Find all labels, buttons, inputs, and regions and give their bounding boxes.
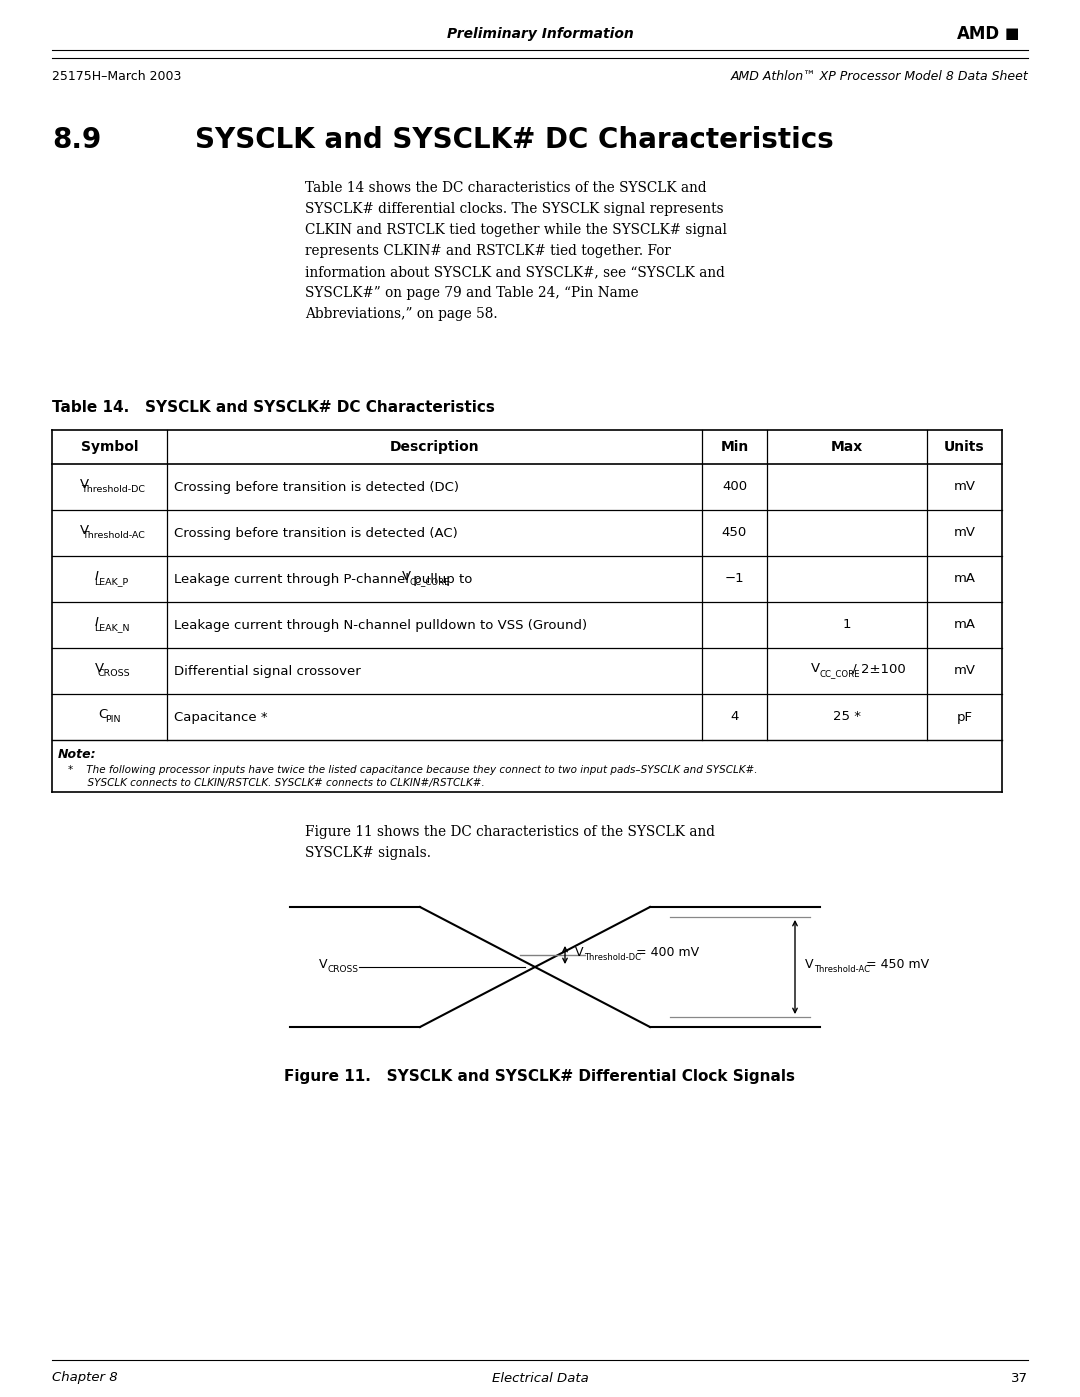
Text: CC_CORE: CC_CORE	[410, 577, 450, 587]
Text: 25 *: 25 *	[833, 711, 861, 724]
Text: AMD Athlon™ XP Processor Model 8 Data Sheet: AMD Athlon™ XP Processor Model 8 Data Sh…	[730, 70, 1028, 82]
Text: Threshold-DC: Threshold-DC	[584, 954, 642, 963]
Text: = 450 mV: = 450 mV	[866, 957, 929, 971]
Text: Threshold-AC: Threshold-AC	[82, 531, 145, 541]
Text: LEAK_P: LEAK_P	[94, 577, 129, 587]
Text: Figure 11 shows the DC characteristics of the SYSCLK and: Figure 11 shows the DC characteristics o…	[305, 826, 715, 840]
Text: Units: Units	[944, 440, 985, 454]
Text: mV: mV	[954, 665, 975, 678]
Text: V: V	[402, 570, 411, 584]
Text: pF: pF	[957, 711, 972, 724]
Text: V: V	[80, 478, 89, 490]
Text: *    The following processor inputs have twice the listed capacitance because th: * The following processor inputs have tw…	[68, 766, 757, 775]
Text: Threshold-DC: Threshold-DC	[81, 486, 146, 495]
Text: mA: mA	[954, 619, 975, 631]
Text: C: C	[98, 707, 108, 721]
Text: V: V	[80, 524, 89, 536]
Text: AMD: AMD	[957, 25, 1000, 43]
Text: CROSS: CROSS	[97, 669, 130, 679]
Text: SYSCLK connects to CLKIN/RSTCLK. SYSCLK# connects to CLKIN#/RSTCLK#.: SYSCLK connects to CLKIN/RSTCLK. SYSCLK#…	[68, 778, 485, 788]
Text: represents CLKIN# and RSTCLK# tied together. For: represents CLKIN# and RSTCLK# tied toget…	[305, 244, 671, 258]
Text: Threshold-AC: Threshold-AC	[814, 965, 870, 975]
Text: mV: mV	[954, 527, 975, 539]
Text: V: V	[811, 662, 820, 676]
Text: Min: Min	[720, 440, 748, 454]
Text: I: I	[95, 570, 99, 583]
Text: Electrical Data: Electrical Data	[491, 1372, 589, 1384]
Text: V: V	[805, 957, 813, 971]
Text: Leakage current through P-channel pullup to: Leakage current through P-channel pullup…	[174, 573, 476, 585]
Text: = 400 mV: = 400 mV	[636, 946, 699, 958]
Text: SYSCLK# differential clocks. The SYSCLK signal represents: SYSCLK# differential clocks. The SYSCLK …	[305, 203, 724, 217]
Text: ■: ■	[1005, 27, 1020, 42]
Text: SYSCLK#” on page 79 and Table 24, “Pin Name: SYSCLK#” on page 79 and Table 24, “Pin N…	[305, 286, 638, 300]
Text: Note:: Note:	[58, 747, 96, 760]
Text: Capacitance *: Capacitance *	[174, 711, 268, 724]
Text: Crossing before transition is detected (AC): Crossing before transition is detected (…	[174, 527, 458, 539]
Text: mA: mA	[954, 573, 975, 585]
Text: Figure 11.   SYSCLK and SYSCLK# Differential Clock Signals: Figure 11. SYSCLK and SYSCLK# Differenti…	[284, 1070, 796, 1084]
Text: LEAK_N: LEAK_N	[94, 623, 130, 633]
Text: Table 14 shows the DC characteristics of the SYSCLK and: Table 14 shows the DC characteristics of…	[305, 182, 706, 196]
Text: Table 14.   SYSCLK and SYSCLK# DC Characteristics: Table 14. SYSCLK and SYSCLK# DC Characte…	[52, 401, 495, 415]
Text: 1: 1	[842, 619, 851, 631]
Text: 37: 37	[1011, 1372, 1028, 1384]
Text: V: V	[94, 662, 104, 675]
Text: Max: Max	[831, 440, 863, 454]
Text: Leakage current through N-channel pulldown to VSS (Ground): Leakage current through N-channel pulldo…	[174, 619, 588, 631]
Text: 400: 400	[721, 481, 747, 493]
Text: / 2±100: / 2±100	[849, 662, 906, 676]
Text: mV: mV	[954, 481, 975, 493]
Text: CROSS: CROSS	[328, 965, 359, 975]
Text: Abbreviations,” on page 58.: Abbreviations,” on page 58.	[305, 307, 498, 321]
Text: −1: −1	[725, 573, 744, 585]
Text: V: V	[575, 946, 583, 958]
Text: 25175H–March 2003: 25175H–March 2003	[52, 70, 181, 82]
Text: 450: 450	[721, 527, 747, 539]
Text: Differential signal crossover: Differential signal crossover	[174, 665, 361, 678]
Text: 8.9: 8.9	[52, 126, 102, 154]
Text: SYSCLK# signals.: SYSCLK# signals.	[305, 847, 431, 861]
Text: Crossing before transition is detected (DC): Crossing before transition is detected (…	[174, 481, 459, 493]
Text: information about SYSCLK and SYSCLK#, see “SYSCLK and: information about SYSCLK and SYSCLK#, se…	[305, 265, 725, 279]
Text: Symbol: Symbol	[81, 440, 138, 454]
Text: CC_CORE: CC_CORE	[819, 669, 860, 679]
Text: PIN: PIN	[105, 715, 121, 725]
Text: I: I	[95, 616, 99, 629]
Text: SYSCLK and SYSCLK# DC Characteristics: SYSCLK and SYSCLK# DC Characteristics	[195, 126, 834, 154]
Text: CLKIN and RSTCLK tied together while the SYSCLK# signal: CLKIN and RSTCLK tied together while the…	[305, 224, 727, 237]
Text: Description: Description	[390, 440, 480, 454]
Text: 4: 4	[730, 711, 739, 724]
Text: Preliminary Information: Preliminary Information	[447, 27, 633, 41]
Text: V: V	[319, 957, 327, 971]
Text: Chapter 8: Chapter 8	[52, 1372, 118, 1384]
